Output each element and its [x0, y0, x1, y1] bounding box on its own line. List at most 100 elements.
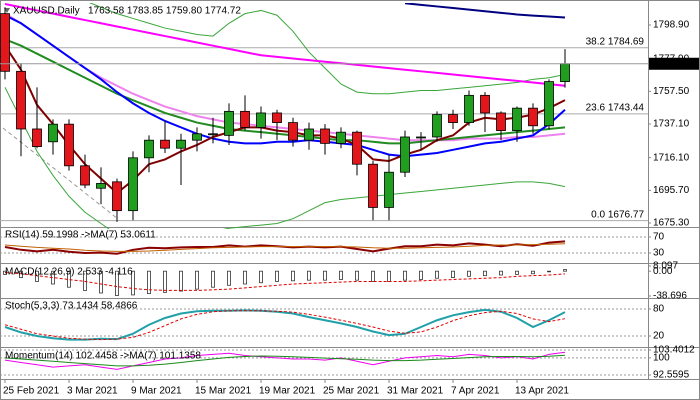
indicator-title: Momentum(14) 102.4458 ->MA(7) 101.1358 [5, 351, 201, 362]
candle-body [464, 94, 474, 123]
indicator-title: MACD(12,26,9) 2.533 -4.116 [5, 267, 133, 278]
histogram-bar [307, 270, 311, 281]
y-tick-label: 1737.10 [653, 119, 690, 130]
x-tick-label: 3 Mar 2021 [67, 386, 118, 397]
histogram-bar [339, 270, 343, 280]
histogram-bar [99, 270, 103, 294]
candle-body [368, 163, 378, 208]
fibo-level-label: 38.2 1784.69 [586, 36, 645, 47]
histogram-bar [147, 270, 151, 295]
plot-area [0, 308, 648, 341]
x-tick-label: 19 Mar 2021 [259, 386, 316, 397]
histogram-bar [451, 270, 455, 279]
plot-area [0, 349, 648, 376]
histogram-bar [515, 270, 519, 275]
candle-body [336, 131, 346, 144]
plot-area [3, 269, 567, 296]
chart-title: XAUUSD,Daily [13, 6, 80, 17]
indicator-line [4, 308, 566, 341]
histogram-bar [83, 270, 87, 291]
y-tick-label: 103.4012 [653, 345, 695, 356]
plot-area [0, 236, 648, 255]
x-tick-label: 25 Mar 2021 [323, 386, 380, 397]
histogram-bar [563, 269, 567, 272]
last-price-box [649, 57, 699, 70]
histogram-bar [211, 270, 215, 288]
candle-body [416, 136, 426, 139]
x-tick-label: 7 Apr 2021 [451, 386, 500, 397]
fibo-level-label: 23.6 1743.44 [586, 102, 645, 113]
indicator-line [89, 3, 566, 95]
candle-body [448, 114, 458, 123]
candle-body [80, 165, 90, 186]
histogram-bar [227, 270, 231, 286]
candle-body [0, 13, 10, 72]
histogram-bar [499, 270, 503, 276]
candle-body [32, 128, 42, 147]
indicator-line [404, 3, 566, 19]
y-tick-label: 92.5595 [653, 370, 690, 381]
candle-body [160, 139, 170, 149]
histogram-bar [355, 270, 359, 281]
fibo-level-label: 0.0 1676.77 [591, 209, 644, 220]
candle-body [192, 133, 202, 141]
plot-area [0, 3, 648, 229]
y-tick-label: 0.00 [653, 266, 673, 277]
x-tick-label: 13 Apr 2021 [515, 386, 569, 397]
y-tick-label: 1798.90 [653, 20, 690, 31]
histogram-bar [403, 270, 407, 281]
candle-body [128, 157, 138, 212]
x-tick-label: 25 Feb 2021 [3, 386, 60, 397]
x-tick-label: 15 Mar 2021 [195, 386, 252, 397]
candle-body [384, 171, 394, 208]
histogram-bar [483, 270, 487, 277]
candle-body [224, 110, 234, 136]
histogram-bar [275, 270, 279, 282]
indicator-line [4, 14, 566, 158]
y-tick-label: 8.097 [653, 261, 678, 272]
indicator-title: Stoch(5,3,3) 73.1434 58.4866 [5, 301, 138, 312]
y-tick-label: -38.696 [653, 291, 687, 302]
candle-body [496, 112, 506, 131]
indicator-line [4, 12, 566, 142]
x-tick-label: 9 Mar 2021 [131, 386, 182, 397]
candle-body [16, 70, 26, 130]
candle-body [208, 133, 218, 136]
y-tick-label: 70 [653, 232, 665, 243]
candle-body [176, 139, 186, 149]
candle-body [64, 123, 74, 167]
histogram-bar [243, 270, 247, 285]
y-tick-label: 30 [653, 248, 665, 259]
indicator-line [4, 310, 566, 341]
y-tick-label: 1716.10 [653, 152, 690, 163]
y-tick-label: 1757.50 [653, 86, 690, 97]
histogram-bar [531, 270, 535, 275]
indicator-line [4, 354, 566, 367]
histogram-bar [419, 270, 423, 280]
candle-body [352, 131, 362, 165]
histogram-bar [547, 270, 551, 273]
histogram-bar [195, 270, 199, 290]
histogram-bar [131, 270, 135, 296]
histogram-bar [435, 270, 439, 279]
candle-body [112, 181, 122, 212]
indicator-line [4, 351, 566, 370]
histogram-bar [115, 270, 119, 296]
candle-body [480, 94, 490, 114]
indicator-line [4, 271, 566, 291]
histogram-bar [323, 270, 327, 281]
indicator-line [4, 3, 566, 87]
candle-body [96, 183, 106, 189]
candle-body [272, 112, 282, 123]
histogram-bar [35, 270, 39, 282]
candle-body [320, 128, 330, 144]
histogram-bar [371, 270, 375, 282]
fibo-trend-line [2, 127, 119, 220]
candle-body [304, 128, 314, 141]
candle-body [528, 107, 538, 127]
chart-ohlc: 1763.58 1783.85 1759.80 1774.72 [88, 6, 241, 17]
histogram-bar [259, 270, 263, 284]
candle-body [560, 63, 570, 82]
candle-body [256, 112, 266, 128]
indicator-line [4, 243, 566, 252]
